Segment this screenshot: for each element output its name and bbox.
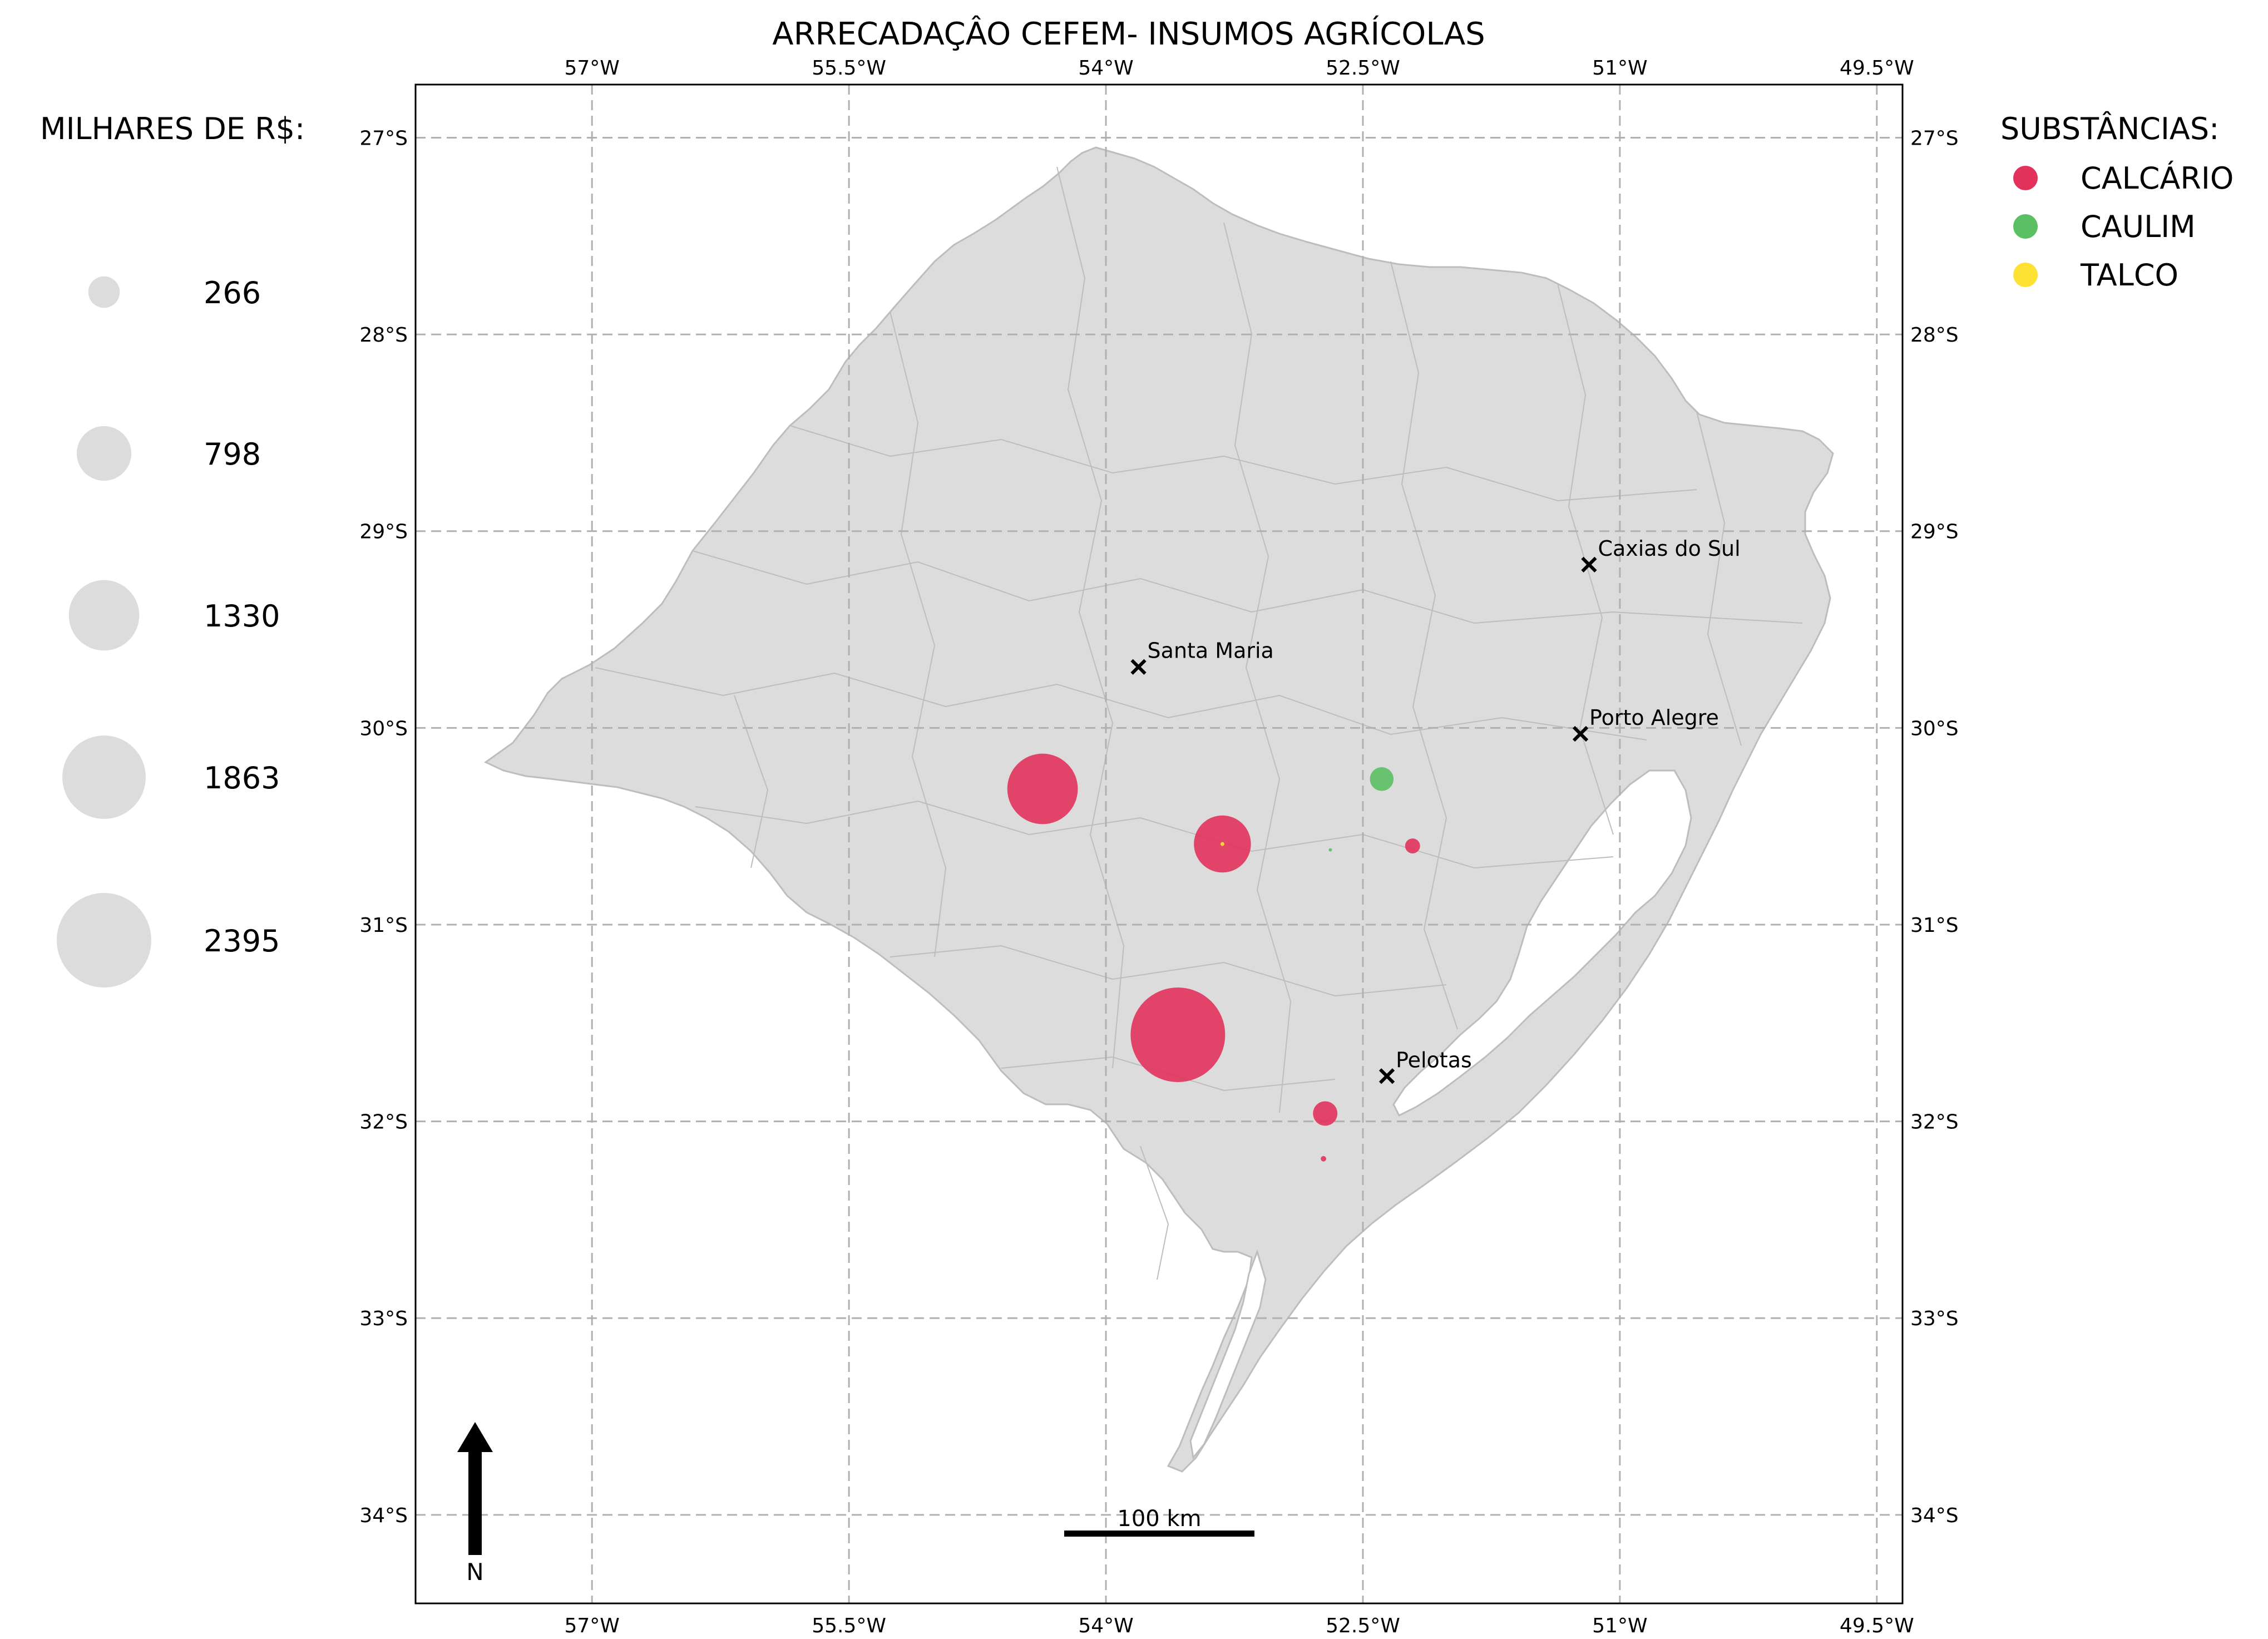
north-arrow-shaft — [468, 1449, 482, 1555]
lat-tick-label-left: 34°S — [359, 1504, 408, 1527]
substance-bubbles — [1007, 753, 1420, 1162]
lat-tick-label-left: 31°S — [359, 914, 408, 937]
north-arrow: N — [457, 1422, 493, 1586]
scale-bar: 100 km — [1064, 1506, 1254, 1537]
bubble-calcário — [1130, 988, 1226, 1083]
lat-tick-label-left: 28°S — [359, 324, 408, 347]
lat-tick-label-right: 28°S — [1910, 324, 1959, 347]
lon-tick-label-top: 52.5°W — [1326, 57, 1400, 80]
substance-legend-label: CAULIM — [2081, 209, 2196, 244]
substance-legend-swatch — [2013, 263, 2038, 287]
lon-tick-label-bottom: 51°W — [1592, 1615, 1647, 1637]
substance-legend-items: CALCÁRIO CAULIM TALCO — [2013, 161, 2234, 293]
city-label: Porto Alegre — [1589, 705, 1719, 730]
scale-bar-label: 100 km — [1117, 1506, 1201, 1532]
lon-tick-label-bottom: 57°W — [564, 1615, 619, 1637]
north-arrow-head — [457, 1422, 493, 1452]
lat-tick-label-left: 32°S — [359, 1111, 408, 1134]
lat-tick-label-right: 30°S — [1910, 717, 1959, 740]
size-legend-bubble — [57, 893, 151, 988]
size-legend-label: 798 — [204, 437, 261, 472]
bubble-calcário — [1405, 838, 1420, 853]
lon-tick-label-top: 54°W — [1078, 57, 1133, 80]
lon-tick-label-bottom: 54°W — [1078, 1615, 1133, 1637]
city-marker — [1130, 659, 1147, 675]
lon-tick-label-top: 57°W — [564, 57, 619, 80]
substance-legend-label: CALCÁRIO — [2081, 161, 2234, 196]
city-label: Pelotas — [1396, 1048, 1472, 1072]
lon-tick-label-bottom: 55.5°W — [812, 1615, 886, 1637]
map-frame: Caxias do Sul Santa Maria Porto Alegre Pelo… — [359, 57, 1958, 1637]
substance-legend: SUBSTÂNCIAS: CALCÁRIO CAULIM TALCO — [2000, 111, 2234, 293]
size-legend: MILHARES DE R$: 266 798 1330 1863 2395 — [40, 111, 305, 988]
city-marker — [1581, 556, 1597, 572]
lon-tick-label-top: 55.5°W — [812, 57, 886, 80]
size-legend-label: 2395 — [204, 924, 280, 959]
lagoa-mirim — [1189, 1249, 1267, 1460]
axis-tick-labels: 57°W 57°W 55.5°W 55.5°W 54°W 54°W 52.5°W 52.5°W… — [359, 57, 1958, 1637]
lat-tick-label-left: 33°S — [359, 1307, 408, 1330]
city-marker — [1572, 725, 1589, 742]
lon-tick-label-bottom: 52.5°W — [1326, 1615, 1400, 1637]
size-legend-bubble — [76, 426, 132, 481]
lagoa-dos-patos — [1392, 769, 1692, 1117]
north-arrow-label: N — [466, 1558, 483, 1586]
lat-tick-label-right: 29°S — [1910, 521, 1959, 544]
lon-tick-label-bottom: 49.5°W — [1840, 1615, 1914, 1637]
lat-tick-label-right: 32°S — [1910, 1111, 1959, 1134]
lat-tick-label-left: 30°S — [359, 717, 408, 740]
substance-legend-title: SUBSTÂNCIAS: — [2000, 111, 2219, 146]
substance-legend-label: TALCO — [2080, 258, 2178, 293]
city-label: Santa Maria — [1148, 639, 1274, 663]
scale-bar-line — [1064, 1531, 1254, 1537]
city-markers: Caxias do Sul Santa Maria Porto Alegre Pelo… — [1130, 536, 1741, 1084]
size-legend-label: 1330 — [204, 599, 280, 634]
bubble-caulim — [1370, 767, 1394, 791]
lat-tick-label-right: 34°S — [1910, 1504, 1959, 1527]
bubble-calcário — [1321, 1156, 1327, 1162]
city-marker — [1378, 1068, 1395, 1084]
bubble-calcário — [1313, 1101, 1338, 1126]
bubble-caulim — [1328, 848, 1332, 852]
lat-tick-label-right: 31°S — [1910, 914, 1959, 937]
bubble-calcário — [1007, 753, 1078, 825]
bubble-talco — [1220, 842, 1224, 846]
size-legend-label: 266 — [204, 275, 261, 310]
size-legend-title: MILHARES DE R$: — [40, 111, 305, 146]
city-label: Caxias do Sul — [1598, 536, 1740, 561]
lat-tick-label-right: 33°S — [1910, 1307, 1959, 1330]
lon-tick-label-top: 49.5°W — [1840, 57, 1914, 80]
municipality-borders — [595, 166, 1803, 1280]
map-axes-border — [414, 83, 1904, 1605]
lat-tick-label-left: 29°S — [359, 521, 408, 544]
size-legend-bubble — [68, 580, 140, 651]
map-title: ARRECADAÇÂO CEFEM- INSUMOS AGRÍCOLAS — [772, 16, 1485, 52]
lat-tick-label-left: 27°S — [359, 127, 408, 150]
gridlines — [416, 85, 1903, 1603]
lon-tick-label-top: 51°W — [1592, 57, 1647, 80]
lat-tick-label-right: 27°S — [1910, 127, 1959, 150]
size-legend-items: 266 798 1330 1863 2395 — [57, 275, 280, 988]
state-shape-rio-grande-do-sul — [484, 146, 1834, 1473]
size-legend-label: 1863 — [204, 761, 280, 796]
size-legend-bubble — [88, 276, 120, 308]
substance-legend-swatch — [2013, 166, 2038, 190]
size-legend-bubble — [62, 735, 146, 819]
substance-legend-swatch — [2013, 214, 2038, 239]
